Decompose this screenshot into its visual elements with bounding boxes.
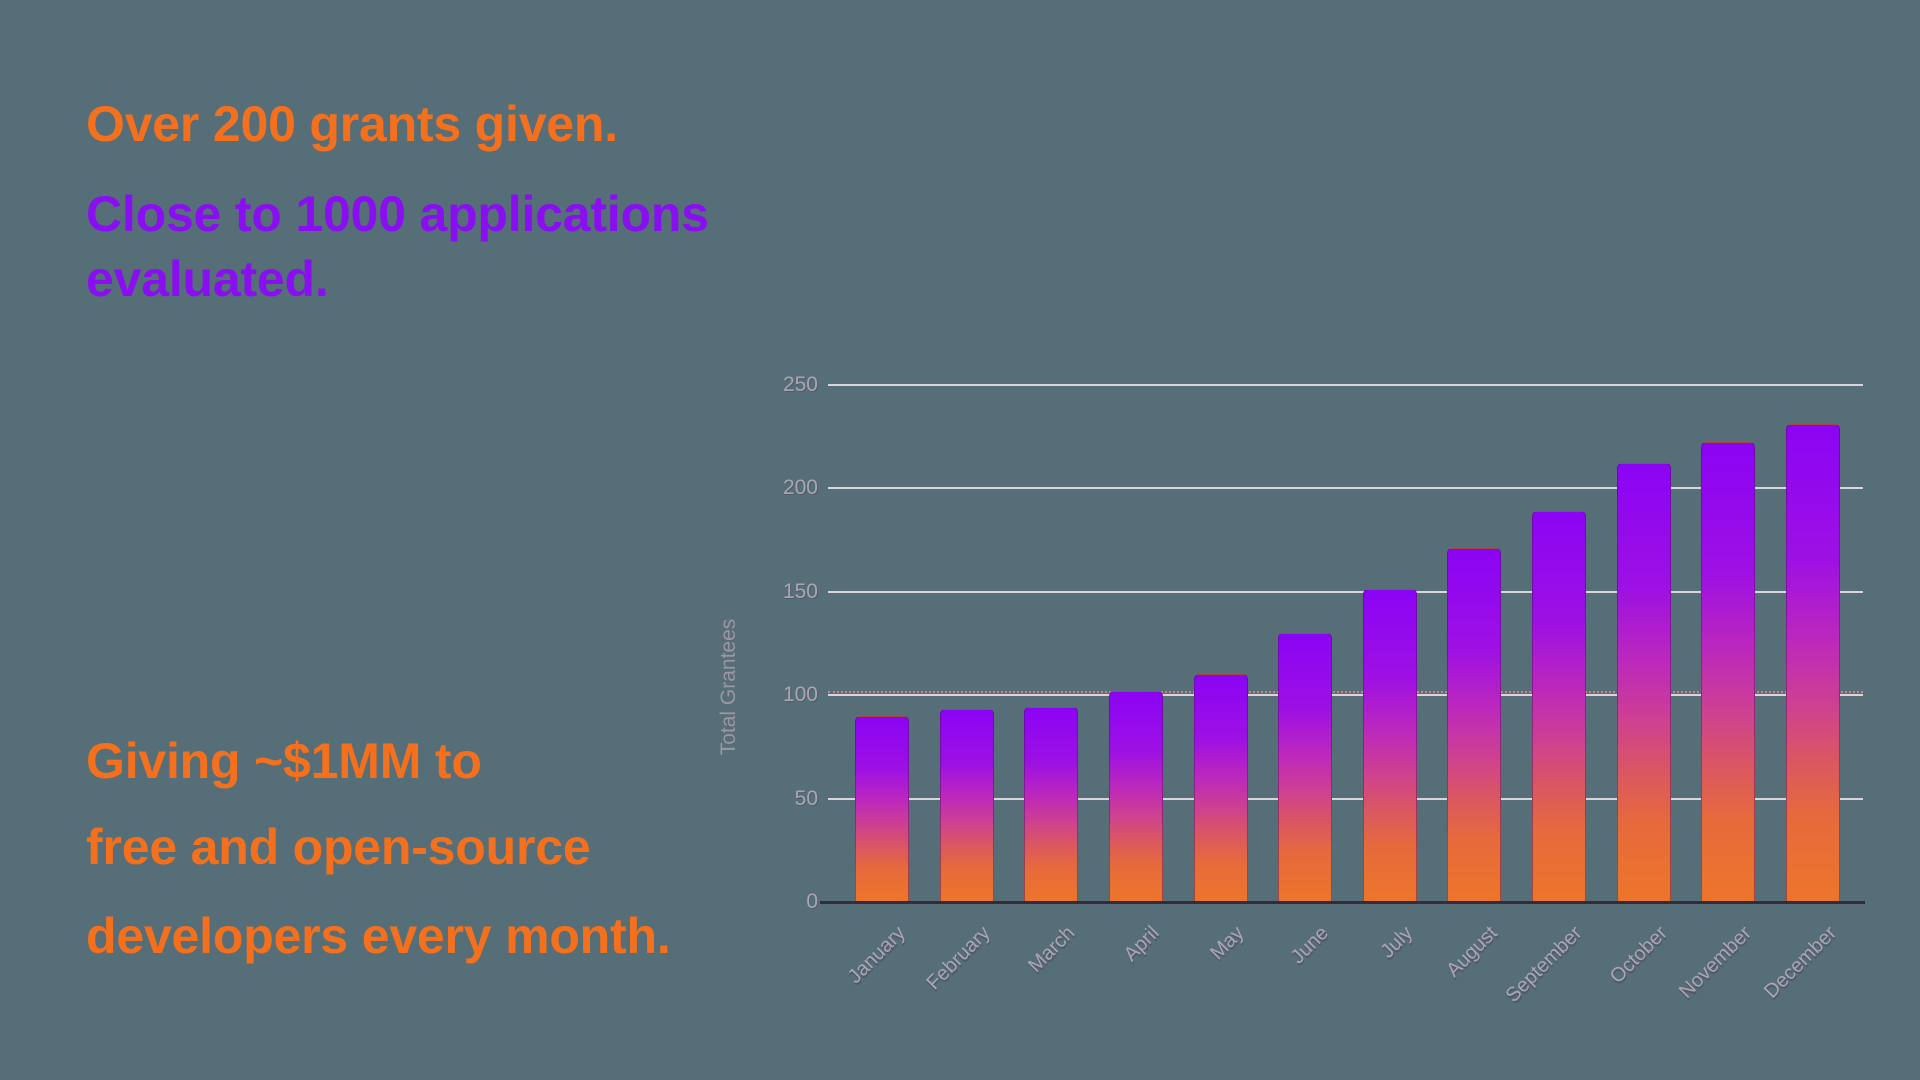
footer-giving-line1: Giving ~$1MM to bbox=[86, 733, 482, 789]
headline-applications-line2: evaluated. bbox=[86, 251, 329, 307]
bar-may bbox=[1193, 674, 1248, 902]
bar-november bbox=[1701, 442, 1756, 902]
headline-grants-given: Over 200 grants given. bbox=[86, 96, 618, 152]
bar-august bbox=[1447, 548, 1502, 902]
bar-september bbox=[1532, 511, 1587, 902]
target-line-100 bbox=[828, 691, 1863, 693]
x-tick-label-august: August bbox=[1442, 922, 1503, 982]
gridline-50 bbox=[828, 797, 1863, 800]
bar-march bbox=[1024, 707, 1079, 902]
gridline-200 bbox=[828, 487, 1863, 489]
gridline-150 bbox=[828, 590, 1863, 593]
gridline-100 bbox=[828, 694, 1863, 696]
x-tick-label-april: April bbox=[1119, 922, 1164, 966]
bar-july bbox=[1362, 589, 1417, 902]
x-tick-label-october: October bbox=[1605, 922, 1672, 988]
x-tick-label-july: July bbox=[1376, 922, 1418, 963]
x-tick-label-june: June bbox=[1286, 922, 1333, 969]
y-tick-label-250: 250 bbox=[782, 372, 818, 396]
bar-december bbox=[1786, 424, 1841, 902]
y-tick-label-0: 0 bbox=[806, 890, 818, 913]
gridline-250 bbox=[828, 383, 1863, 386]
x-tick-label-march: March bbox=[1023, 922, 1079, 977]
bar-june bbox=[1278, 633, 1333, 902]
x-tick-label-november: November bbox=[1675, 922, 1756, 1003]
x-tick-label-february: February bbox=[922, 922, 995, 995]
x-axis-line bbox=[820, 901, 1865, 904]
footer-giving-line3: developers every month. bbox=[86, 908, 671, 964]
bar-january bbox=[855, 716, 909, 902]
x-tick-label-december: December bbox=[1759, 922, 1841, 1003]
y-tick-label-100: 100 bbox=[782, 683, 818, 706]
y-axis-title: Total Grantees bbox=[717, 618, 740, 756]
bar-october bbox=[1616, 463, 1671, 902]
bar-april bbox=[1108, 691, 1163, 902]
y-tick-label-50: 50 bbox=[794, 786, 818, 810]
y-tick-label-150: 150 bbox=[782, 579, 818, 603]
bar-february bbox=[939, 709, 994, 902]
x-tick-label-september: September bbox=[1501, 922, 1587, 1007]
y-tick-label-200: 200 bbox=[782, 476, 818, 499]
x-tick-label-may: May bbox=[1205, 922, 1249, 965]
footer-giving-line2: free and open-source bbox=[86, 819, 591, 875]
x-tick-label-january: January bbox=[843, 922, 910, 988]
headline-applications-line1: Close to 1000 applications bbox=[86, 186, 709, 242]
